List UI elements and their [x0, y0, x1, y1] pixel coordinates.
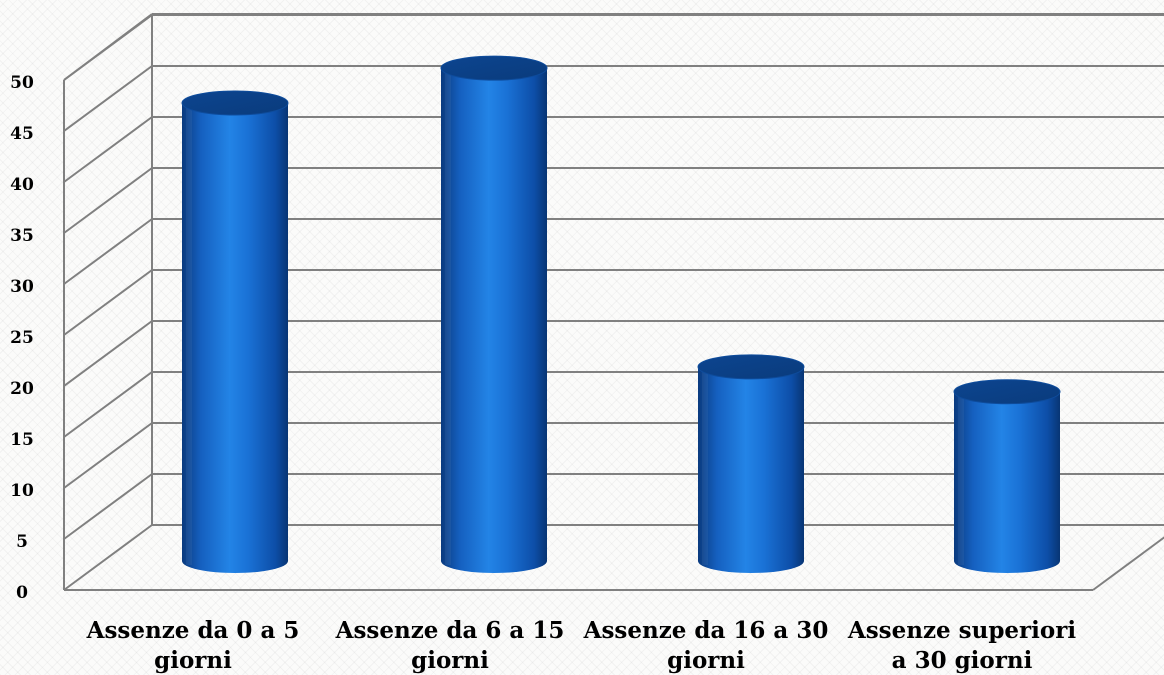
side-wall-line [63, 473, 153, 540]
y-axis-ticks: 0 5 10 15 20 25 30 35 40 45 50 [10, 73, 34, 603]
x-category-label: Assenze da 0 a 5 giorni [86, 617, 300, 674]
bar [697, 354, 805, 573]
bar-body [954, 391, 1060, 573]
y-tick-label: 15 [10, 430, 34, 450]
side-wall-line [63, 371, 153, 438]
bar-top [181, 90, 289, 116]
side-wall-top-line [63, 13, 153, 81]
y-tick-label: 30 [10, 277, 34, 297]
bar-highlight [702, 370, 708, 565]
y-tick-label: 20 [10, 379, 34, 399]
x-category-label: Assenze da 6 a 15 giorni [335, 617, 565, 674]
bar-highlight [186, 107, 192, 565]
y-tick-label: 50 [10, 73, 34, 93]
grid-layer [63, 13, 1164, 591]
bar-highlight [958, 395, 964, 565]
bar-body [441, 68, 547, 574]
side-wall-line [63, 524, 153, 591]
y-tick-label: 25 [10, 328, 34, 348]
side-wall-line [63, 116, 153, 183]
y-tick-label: 5 [16, 532, 28, 552]
y-tick-label: 45 [10, 124, 34, 144]
bar-top [697, 354, 805, 380]
side-wall-line [63, 167, 153, 234]
y-tick-label: 10 [10, 481, 34, 501]
side-wall-line [63, 218, 153, 285]
bar-body [698, 366, 804, 573]
floor-right-edge [1092, 536, 1164, 591]
side-wall-line [63, 269, 153, 336]
bar-top [440, 55, 548, 81]
side-wall-line [63, 65, 153, 132]
y-tick-label: 40 [10, 175, 34, 195]
bar-body [182, 103, 288, 573]
side-wall-line [63, 422, 153, 489]
x-axis-categories: Assenze da 0 a 5 giorni Assenze da 6 a 15 g… [86, 617, 1077, 674]
x-category-label: Assenze superiori a 30 giorni [847, 617, 1076, 674]
bar [953, 379, 1061, 573]
bar-highlight [445, 72, 451, 566]
y-tick-label: 35 [10, 226, 34, 246]
bar [440, 55, 548, 574]
x-category-label: Assenze da 16 a 30 giorni [583, 617, 829, 674]
side-wall-line [63, 320, 153, 387]
y-tick-label: 0 [16, 583, 28, 603]
bar [181, 90, 289, 573]
bar-top [953, 379, 1061, 405]
bars-layer [181, 55, 1061, 574]
